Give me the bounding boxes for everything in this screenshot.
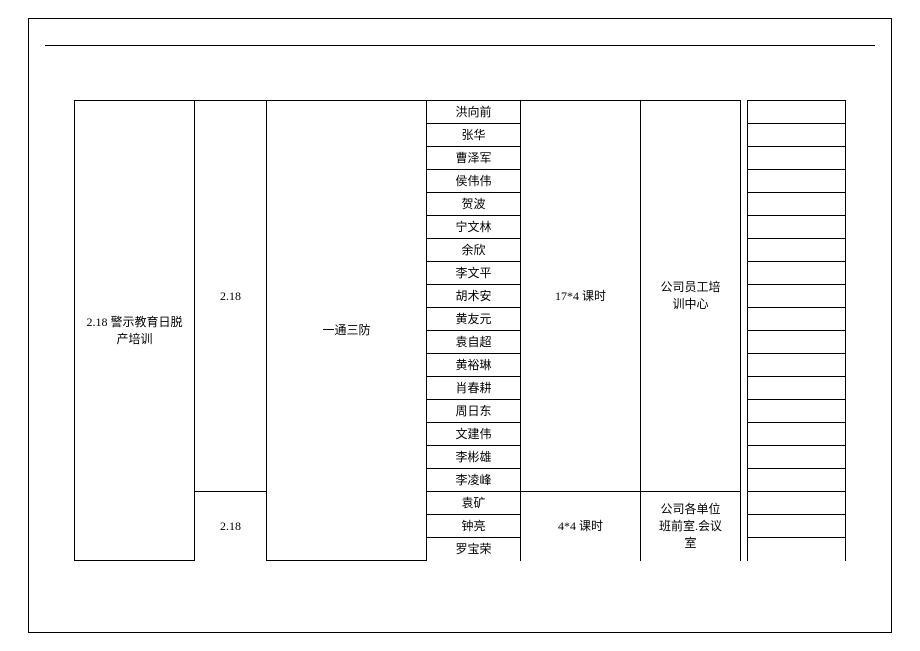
side-cell: [748, 354, 846, 377]
side-row: [748, 285, 846, 308]
name-cell: 肖春耕: [427, 377, 521, 400]
side-cell: [748, 216, 846, 239]
side-row: [748, 354, 846, 377]
side-row: [748, 515, 846, 538]
side-row: [748, 492, 846, 515]
name-cell: 袁自超: [427, 331, 521, 354]
date-cell-1: 2.18: [195, 101, 267, 492]
side-cell: [748, 308, 846, 331]
side-row: [748, 239, 846, 262]
side-row: [748, 147, 846, 170]
name-cell: 余欣: [427, 239, 521, 262]
side-row: [748, 331, 846, 354]
side-cell: [748, 239, 846, 262]
name-cell: 宁文林: [427, 216, 521, 239]
name-cell: 文建伟: [427, 423, 521, 446]
side-row: [748, 308, 846, 331]
side-cell: [748, 285, 846, 308]
name-cell: 李彬雄: [427, 446, 521, 469]
side-row: [748, 124, 846, 147]
name-cell: 张华: [427, 124, 521, 147]
name-cell: 袁矿: [427, 492, 521, 515]
name-cell: 贺波: [427, 193, 521, 216]
side-cell: [748, 515, 846, 538]
training-title-line2: 产培训: [116, 332, 152, 346]
training-title-line1: 2.18 警示教育日脱: [86, 315, 182, 329]
side-cell: [748, 124, 846, 147]
side-row: [748, 216, 846, 239]
date-cell-2: 2.18: [195, 492, 267, 561]
name-cell: 曹泽军: [427, 147, 521, 170]
side-row: [748, 262, 846, 285]
name-cell: 黄友元: [427, 308, 521, 331]
location-cell-2: 公司各单位 班前室.会议 室: [641, 492, 741, 561]
side-row: [748, 538, 846, 561]
name-cell: 洪向前: [427, 101, 521, 124]
side-row: [748, 469, 846, 492]
side-cell: [748, 469, 846, 492]
hours-cell-1: 17*4 课时: [521, 101, 641, 492]
name-cell: 李凌峰: [427, 469, 521, 492]
side-cell: [748, 446, 846, 469]
name-cell: 罗宝荣: [427, 538, 521, 561]
side-row: [748, 446, 846, 469]
header-line: [45, 45, 875, 46]
side-cell: [748, 331, 846, 354]
location1-line1: 公司员工培: [660, 280, 720, 294]
topic-cell: 一通三防: [267, 101, 427, 561]
location1-line2: 训中心: [672, 297, 708, 311]
name-cell: 钟亮: [427, 515, 521, 538]
side-row: [748, 101, 846, 124]
side-cell: [748, 170, 846, 193]
side-cell: [748, 377, 846, 400]
name-cell: 黄裕琳: [427, 354, 521, 377]
side-cell: [748, 492, 846, 515]
name-cell: 侯伟伟: [427, 170, 521, 193]
side-cell: [748, 262, 846, 285]
side-row: [748, 400, 846, 423]
side-row: [748, 170, 846, 193]
location-cell-1: 公司员工培 训中心: [641, 101, 741, 492]
side-cell: [748, 423, 846, 446]
side-cell: [748, 538, 846, 561]
side-cell: [748, 400, 846, 423]
side-cell: [748, 147, 846, 170]
side-row: [748, 193, 846, 216]
side-row: [748, 377, 846, 400]
training-title-cell: 2.18 警示教育日脱 产培训: [75, 101, 195, 561]
name-cell: 胡术安: [427, 285, 521, 308]
location2-line2: 班前室.会议: [659, 519, 722, 533]
location2-line3: 室: [684, 536, 696, 550]
table-row: 2.18 警示教育日脱 产培训 2.18 一通三防 洪向前 17*4 课时 公司…: [75, 101, 741, 124]
side-row: [748, 423, 846, 446]
side-table: [747, 100, 846, 561]
hours-cell-2: 4*4 课时: [521, 492, 641, 561]
side-cell: [748, 101, 846, 124]
location2-line1: 公司各单位: [660, 502, 720, 516]
training-table: 2.18 警示教育日脱 产培训 2.18 一通三防 洪向前 17*4 课时 公司…: [74, 100, 741, 561]
side-cell: [748, 193, 846, 216]
name-cell: 周日东: [427, 400, 521, 423]
name-cell: 李文平: [427, 262, 521, 285]
